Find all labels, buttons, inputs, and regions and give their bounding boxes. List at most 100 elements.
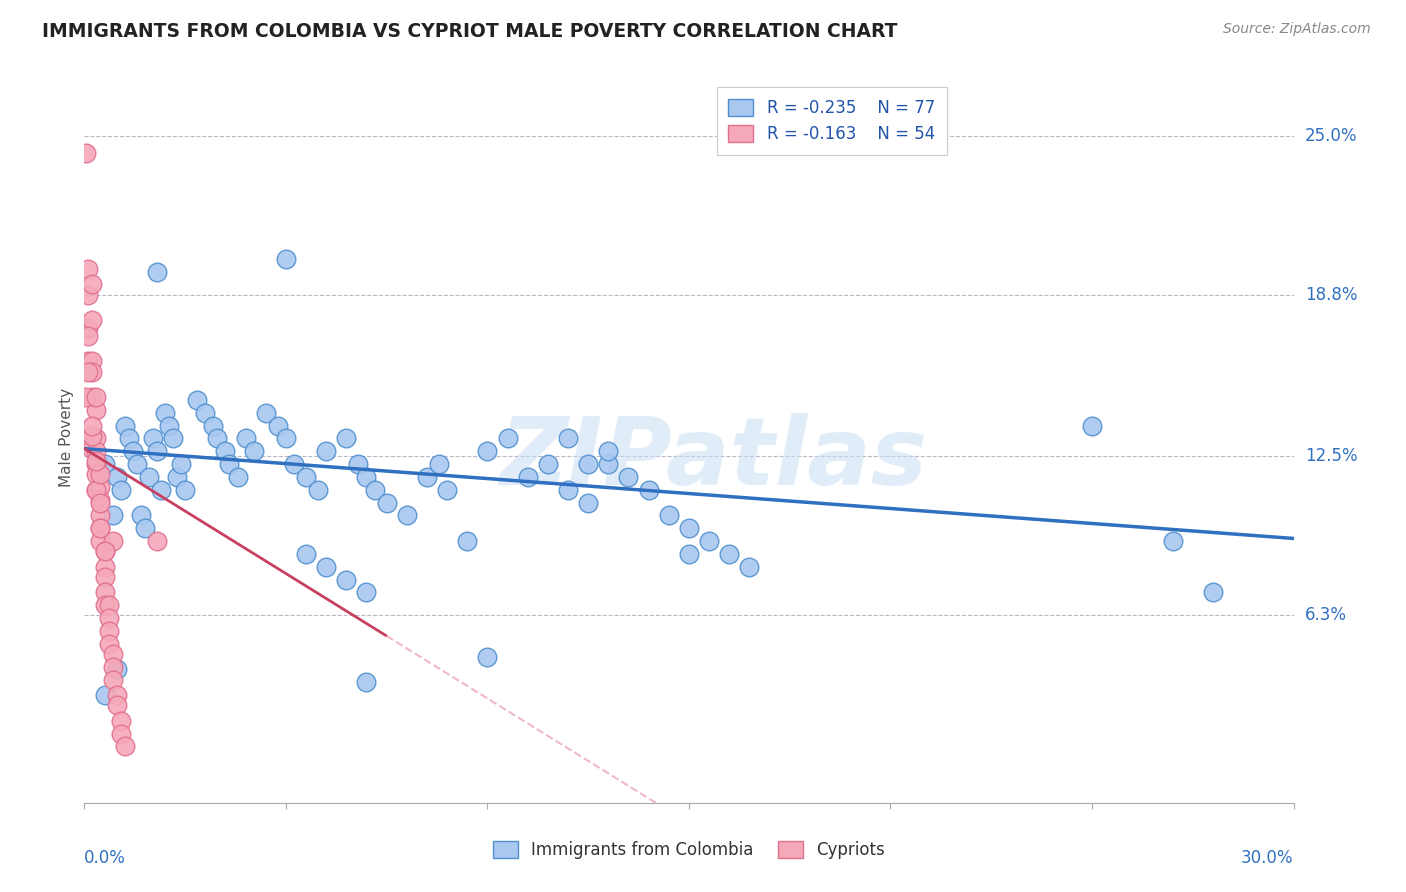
Point bbox=[598, 457, 620, 471]
Point bbox=[77, 328, 100, 343]
Point bbox=[194, 406, 217, 420]
Point bbox=[274, 431, 297, 445]
Point bbox=[226, 470, 249, 484]
Point bbox=[347, 457, 370, 471]
Point bbox=[274, 252, 297, 266]
Point bbox=[105, 698, 128, 713]
Point bbox=[89, 495, 111, 509]
Point bbox=[153, 406, 176, 420]
Point bbox=[576, 495, 599, 509]
Point bbox=[267, 418, 290, 433]
Point bbox=[162, 431, 184, 445]
Point bbox=[557, 431, 579, 445]
Point bbox=[110, 726, 132, 740]
Point bbox=[105, 688, 128, 702]
Point bbox=[89, 534, 111, 549]
Point bbox=[86, 444, 108, 458]
Point bbox=[658, 508, 681, 523]
Point bbox=[598, 444, 620, 458]
Point bbox=[82, 365, 104, 379]
Point bbox=[363, 483, 385, 497]
Point bbox=[89, 467, 111, 482]
Point bbox=[738, 559, 761, 574]
Point bbox=[77, 262, 100, 277]
Point bbox=[637, 483, 659, 497]
Point bbox=[218, 457, 240, 471]
Point bbox=[89, 492, 111, 507]
Point bbox=[86, 467, 108, 482]
Point bbox=[356, 675, 378, 690]
Point bbox=[121, 444, 143, 458]
Point bbox=[157, 418, 180, 433]
Point bbox=[149, 483, 172, 497]
Y-axis label: Male Poverty: Male Poverty bbox=[59, 387, 73, 487]
Point bbox=[86, 457, 108, 471]
Point bbox=[101, 534, 124, 549]
Point bbox=[427, 457, 450, 471]
Point bbox=[678, 521, 700, 535]
Text: ZIPatlas: ZIPatlas bbox=[499, 413, 927, 505]
Point bbox=[101, 647, 124, 661]
Point bbox=[315, 444, 337, 458]
Point bbox=[496, 431, 519, 445]
Point bbox=[86, 390, 108, 404]
Point bbox=[89, 480, 111, 494]
Point bbox=[82, 277, 104, 292]
Point bbox=[118, 431, 141, 445]
Text: 12.5%: 12.5% bbox=[1305, 447, 1357, 466]
Point bbox=[235, 431, 257, 445]
Point bbox=[356, 585, 378, 599]
Point bbox=[82, 418, 104, 433]
Point bbox=[89, 521, 111, 535]
Point bbox=[86, 454, 108, 468]
Point bbox=[138, 470, 160, 484]
Text: 30.0%: 30.0% bbox=[1241, 849, 1294, 867]
Text: 25.0%: 25.0% bbox=[1305, 127, 1357, 145]
Point bbox=[114, 739, 136, 754]
Point bbox=[129, 508, 152, 523]
Point bbox=[307, 483, 329, 497]
Point bbox=[77, 287, 100, 301]
Legend: Immigrants from Colombia, Cypriots: Immigrants from Colombia, Cypriots bbox=[484, 833, 894, 868]
Point bbox=[82, 354, 104, 368]
Point bbox=[89, 521, 111, 535]
Point bbox=[75, 390, 97, 404]
Point bbox=[146, 444, 169, 458]
Point bbox=[186, 392, 208, 407]
Point bbox=[1161, 534, 1184, 549]
Text: 6.3%: 6.3% bbox=[1305, 607, 1347, 624]
Point bbox=[82, 390, 104, 404]
Point bbox=[82, 313, 104, 327]
Point bbox=[436, 483, 458, 497]
Point bbox=[207, 431, 229, 445]
Point bbox=[1202, 585, 1225, 599]
Text: IMMIGRANTS FROM COLOMBIA VS CYPRIOT MALE POVERTY CORRELATION CHART: IMMIGRANTS FROM COLOMBIA VS CYPRIOT MALE… bbox=[42, 22, 897, 41]
Point bbox=[477, 444, 499, 458]
Point bbox=[82, 442, 104, 456]
Point bbox=[93, 688, 115, 702]
Point bbox=[93, 598, 115, 612]
Point bbox=[105, 470, 128, 484]
Point bbox=[97, 637, 120, 651]
Point bbox=[356, 470, 378, 484]
Point bbox=[97, 624, 120, 638]
Point bbox=[86, 403, 108, 417]
Point bbox=[170, 457, 193, 471]
Point bbox=[93, 585, 115, 599]
Point bbox=[82, 429, 104, 443]
Point bbox=[77, 365, 100, 379]
Point bbox=[110, 714, 132, 728]
Point bbox=[718, 547, 741, 561]
Point bbox=[395, 508, 418, 523]
Point bbox=[86, 431, 108, 445]
Text: Source: ZipAtlas.com: Source: ZipAtlas.com bbox=[1223, 22, 1371, 37]
Point bbox=[416, 470, 439, 484]
Point bbox=[214, 444, 236, 458]
Point bbox=[557, 483, 579, 497]
Point bbox=[86, 483, 108, 497]
Point bbox=[101, 673, 124, 687]
Point bbox=[75, 146, 97, 161]
Point bbox=[146, 264, 169, 278]
Point bbox=[242, 444, 264, 458]
Point bbox=[82, 429, 104, 443]
